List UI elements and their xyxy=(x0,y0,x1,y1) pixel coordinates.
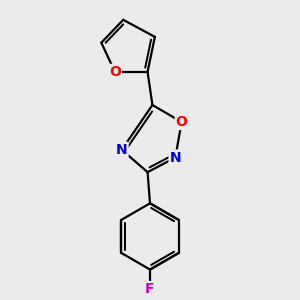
Text: O: O xyxy=(109,65,121,79)
Text: F: F xyxy=(145,282,155,296)
Text: N: N xyxy=(169,151,181,165)
Text: O: O xyxy=(176,115,188,129)
Text: N: N xyxy=(116,143,128,157)
